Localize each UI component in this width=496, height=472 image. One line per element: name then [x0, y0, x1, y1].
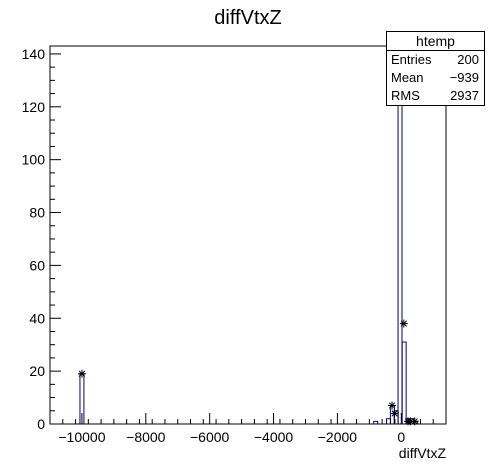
data-point-marker — [390, 409, 399, 418]
chart-title: diffVtxZ — [214, 7, 281, 29]
x-tick-label: −6000 — [190, 429, 230, 445]
x-tick-label: −2000 — [318, 429, 358, 445]
marker-stroke — [78, 370, 86, 377]
stats-row-entries: Entries 200 — [387, 51, 484, 69]
stats-row-mean: Mean −939 — [387, 69, 484, 87]
stats-value: −939 — [449, 70, 479, 85]
histogram-bar — [401, 341, 407, 425]
data-point-marker — [388, 401, 397, 410]
stats-value: 2937 — [450, 88, 479, 103]
stats-value: 200 — [457, 52, 479, 67]
data-point-marker — [399, 319, 408, 328]
stats-label: RMS — [391, 88, 420, 103]
stats-title: htemp — [387, 32, 484, 51]
y-tick-label: 120 — [22, 99, 46, 115]
histogram-bar — [397, 87, 403, 425]
x-tick-label: 0 — [397, 429, 405, 445]
marker-stroke — [388, 402, 396, 409]
stats-box: htemp Entries 200 Mean −939 RMS 2937 — [386, 31, 485, 106]
data-point-marker — [77, 369, 86, 378]
stats-label: Entries — [391, 52, 432, 67]
x-axis-label: diffVtxZ — [399, 445, 447, 461]
x-tick-label: −8000 — [126, 429, 166, 445]
stats-row-rms: RMS 2937 — [387, 87, 484, 105]
marker-stroke — [411, 418, 418, 425]
y-tick-label: 40 — [29, 310, 45, 326]
plot-frame — [49, 45, 447, 425]
marker-stroke — [391, 410, 398, 417]
y-tick-label: 20 — [29, 363, 45, 379]
y-tick-label: 140 — [22, 46, 46, 62]
y-tick-label: 60 — [29, 257, 45, 273]
y-tick-label: 100 — [22, 152, 46, 168]
y-tick-label: 0 — [37, 416, 45, 432]
y-tick-label: 80 — [29, 205, 45, 221]
x-tick-label: −10000 — [58, 429, 105, 445]
stats-label: Mean — [391, 70, 424, 85]
marker-stroke — [400, 320, 407, 327]
x-tick-label: −4000 — [254, 429, 294, 445]
